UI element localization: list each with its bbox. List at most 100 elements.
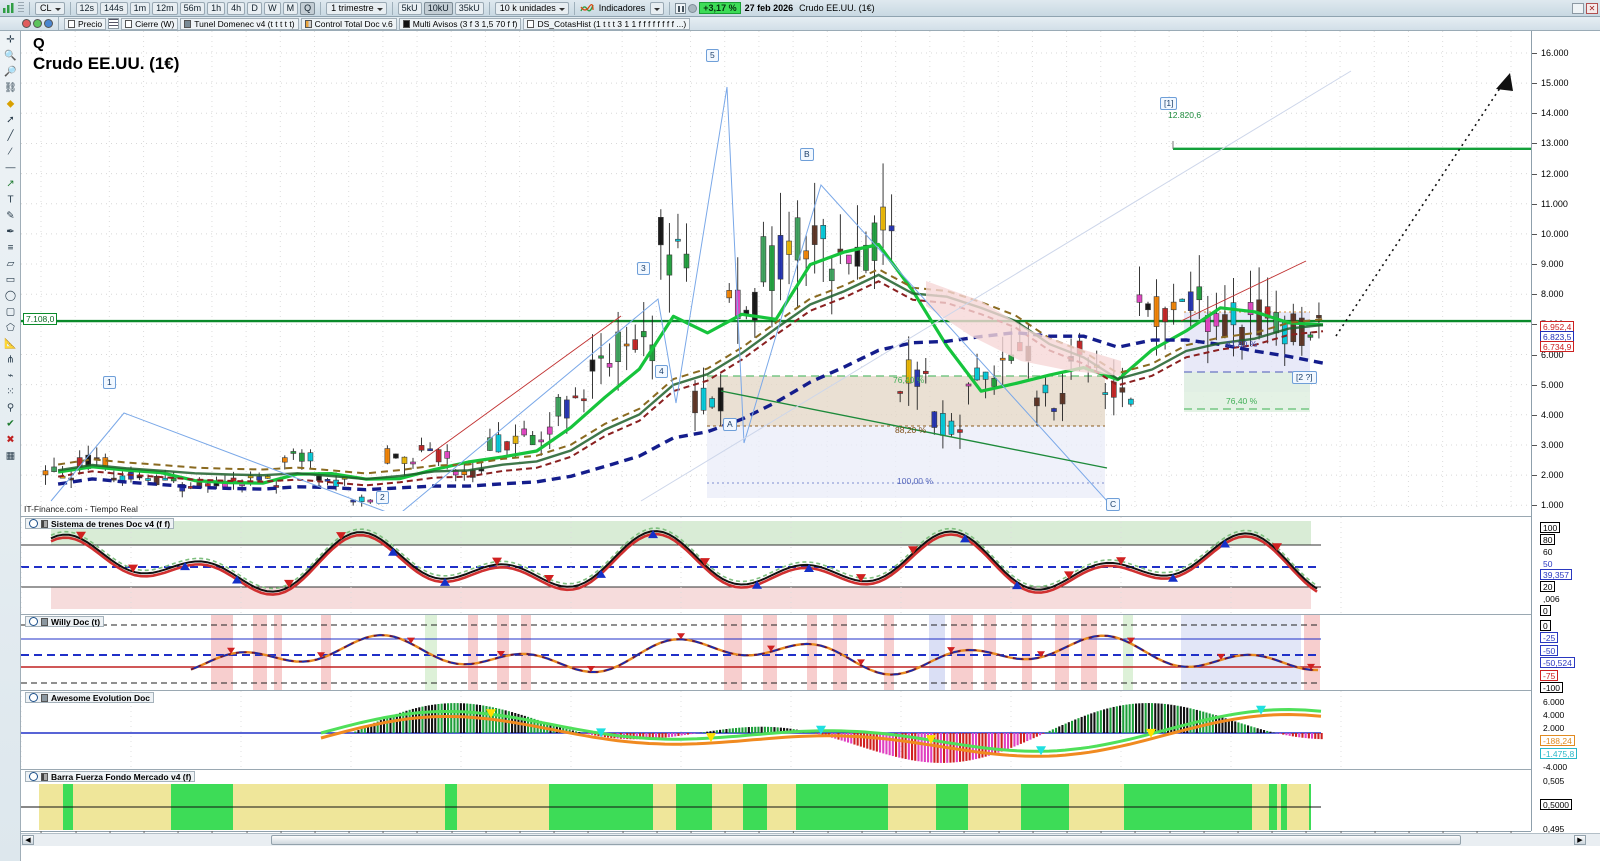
- timeframe-1h[interactable]: 1h: [207, 1, 226, 15]
- chip-tunel-domenec[interactable]: Tunel Domenec v4 (t t t t t): [180, 17, 299, 30]
- gear-icon[interactable]: [29, 693, 38, 702]
- divider: [573, 1, 575, 15]
- gear-icon[interactable]: [29, 772, 38, 781]
- polygon-icon[interactable]: ⬠: [6, 322, 15, 333]
- cursor-icon[interactable]: ➚: [6, 114, 15, 125]
- size-10ku[interactable]: 10kU: [423, 1, 453, 15]
- chip-control-total[interactable]: Control Total Doc v.6: [300, 17, 397, 30]
- fib-icon[interactable]: ≡: [7, 242, 14, 253]
- bars-chart-icon[interactable]: [2, 2, 16, 14]
- arrow-up-icon[interactable]: ↗: [6, 178, 15, 189]
- chip-cierre[interactable]: Cierre (W): [121, 17, 179, 30]
- size-35ku[interactable]: 35kU: [454, 1, 484, 15]
- delete-icon[interactable]: ✖: [6, 434, 15, 445]
- camera-icon[interactable]: ▦: [5, 450, 16, 461]
- gear-icon[interactable]: [29, 617, 38, 626]
- rect-icon[interactable]: ▢: [5, 306, 16, 317]
- annotation-target-2[interactable]: [2 ?]: [1292, 371, 1317, 384]
- chip-precio[interactable]: Precio: [64, 17, 107, 30]
- symbol-select[interactable]: CL: [35, 1, 65, 15]
- annotation-pivot-3[interactable]: 3: [637, 262, 650, 275]
- price-tick: 3.000: [1532, 440, 1600, 450]
- indicator-curve-icon[interactable]: [580, 2, 594, 14]
- add-red-icon[interactable]: [22, 19, 31, 28]
- price-axis[interactable]: 16.000 15.000 14.000 13.000 12.000 11.000 10.0…: [1531, 31, 1600, 834]
- pane-axis-label: -25: [1540, 632, 1559, 644]
- timeframe-56m[interactable]: 56m: [179, 1, 206, 15]
- timeframe-m[interactable]: M: [282, 1, 299, 15]
- timeframe-4h[interactable]: 4h: [227, 1, 246, 15]
- size-5ku[interactable]: 5kU: [397, 1, 422, 15]
- annotation-pivot-1[interactable]: 1: [103, 376, 116, 389]
- pane-sistema-de-trenes[interactable]: Sistema de trenes Doc v4 (f f): [21, 516, 1531, 614]
- pane-axis-label: -50: [1540, 644, 1559, 656]
- annotation-pivot-A[interactable]: A: [723, 418, 737, 431]
- shape-icon[interactable]: ▭: [5, 274, 16, 285]
- horizontal-scrollbar[interactable]: ◀ ▶: [21, 833, 1600, 846]
- ray-icon[interactable]: ╱: [7, 130, 14, 141]
- price-tick: 16.000: [1532, 48, 1600, 58]
- price-pane-svg[interactable]: [21, 31, 1531, 511]
- pane-header[interactable]: Sistema de trenes Doc v4 (f f): [25, 518, 175, 529]
- pane-header[interactable]: Barra Fuerza Fondo Mercado v4 (f): [25, 771, 196, 782]
- record-dot-icon[interactable]: [688, 3, 698, 13]
- check-icon[interactable]: ✔: [6, 418, 15, 429]
- indicators-label[interactable]: Indicadores: [598, 3, 646, 13]
- pane-header[interactable]: Awesome Evolution Doc: [25, 692, 155, 703]
- pane-axis-label: -75: [1540, 669, 1559, 681]
- crosshair-icon[interactable]: ✛: [6, 34, 15, 45]
- fib-level-label: 61,80 %: [1226, 339, 1258, 349]
- scroll-thumb[interactable]: [271, 835, 1461, 845]
- chip-ds-cotashist[interactable]: DS_CotasHist (1 t t t 3 1 1 f f f f f f …: [523, 17, 691, 30]
- timeframe-q[interactable]: Q: [300, 1, 316, 15]
- annotation-pivot-B[interactable]: B: [800, 148, 814, 161]
- lamp-icon[interactable]: ◆: [6, 98, 15, 109]
- timeframe-1m[interactable]: 1m: [129, 1, 151, 15]
- pane-willy-doc[interactable]: Willy Doc (t): [21, 614, 1531, 691]
- text-icon[interactable]: T: [7, 194, 14, 205]
- gann-icon[interactable]: ⌁: [7, 370, 14, 381]
- pause-icon[interactable]: [675, 2, 687, 14]
- list-icon[interactable]: [108, 18, 120, 29]
- pane-barra-fuerza[interactable]: Barra Fuerza Fondo Mercado v4 (f): [21, 769, 1531, 831]
- scroll-left-icon[interactable]: ◀: [22, 835, 34, 845]
- circle-icon[interactable]: ◯: [4, 290, 17, 301]
- eraser-icon[interactable]: ▱: [6, 258, 15, 269]
- brush-icon[interactable]: ✒: [6, 226, 15, 237]
- pencil-icon[interactable]: ✎: [6, 210, 15, 221]
- timeframe-144s[interactable]: 144s: [100, 1, 128, 15]
- zoom-in-icon[interactable]: 🔍: [4, 50, 17, 61]
- drag-grip-icon[interactable]: [18, 2, 24, 14]
- ruler-icon[interactable]: 📐: [4, 338, 17, 349]
- pin-icon[interactable]: ⚲: [6, 402, 15, 413]
- annotation-pivot-C[interactable]: C: [1106, 498, 1121, 511]
- settings-blue-icon[interactable]: [44, 19, 53, 28]
- magnet-icon[interactable]: ⛓: [4, 82, 17, 93]
- pane-awesome-evolution[interactable]: Awesome Evolution Doc: [21, 690, 1531, 770]
- chart-canvas[interactable]: Q Crudo EE.UU. (1€) 7.108,0 IT-Finance.c…: [21, 31, 1600, 861]
- period-select[interactable]: 1 trimestre: [326, 1, 387, 15]
- timeframe-w[interactable]: W: [264, 1, 281, 15]
- dots-icon[interactable]: ⁙: [6, 386, 15, 397]
- add-green-icon[interactable]: [33, 19, 42, 28]
- indicators-dropdown[interactable]: [650, 1, 665, 15]
- timeframe-12m[interactable]: 12m: [152, 1, 178, 15]
- hline-icon[interactable]: —: [5, 162, 16, 173]
- trendline-icon[interactable]: ∕: [9, 146, 12, 157]
- annotation-target-1[interactable]: [1]: [1160, 97, 1178, 110]
- annotation-pivot-5[interactable]: 5: [706, 49, 719, 62]
- timeframe-d[interactable]: D: [247, 1, 263, 15]
- scroll-right-icon[interactable]: ▶: [1574, 835, 1586, 845]
- color-swatch: [184, 19, 192, 28]
- pane-header[interactable]: Willy Doc (t): [25, 616, 105, 627]
- fork-icon[interactable]: ⋔: [6, 354, 15, 365]
- timeframe-12s[interactable]: 12s: [75, 1, 99, 15]
- gear-icon[interactable]: [29, 519, 38, 528]
- window-restore-icon[interactable]: [1572, 2, 1584, 14]
- annotation-pivot-2[interactable]: 2: [376, 491, 389, 504]
- annotation-pivot-4[interactable]: 4: [655, 365, 668, 378]
- zoom-out-icon[interactable]: 🔎: [4, 66, 17, 77]
- chip-multi-avisos[interactable]: Multi Avisos (3 f 3 1,5 70 f f): [398, 17, 522, 30]
- close-icon[interactable]: ✕: [1586, 2, 1598, 14]
- units-select[interactable]: 10 k unidades: [494, 1, 569, 15]
